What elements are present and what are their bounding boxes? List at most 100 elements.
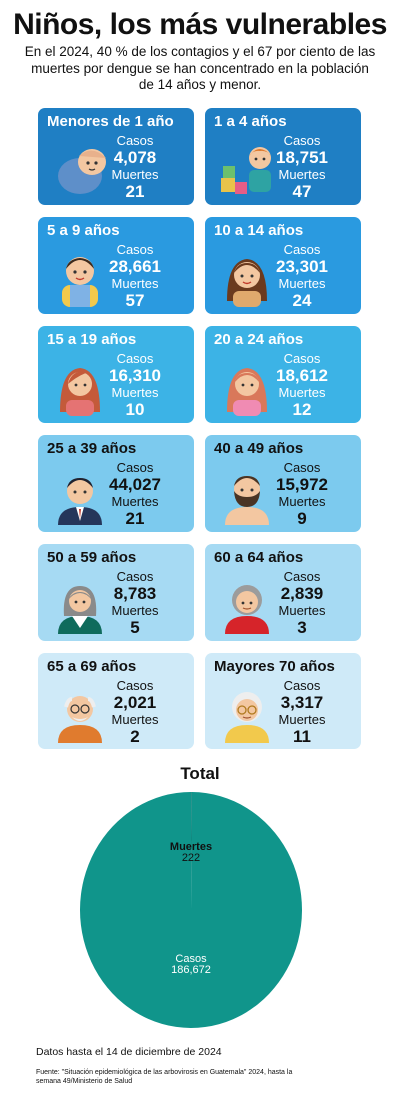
deaths-stat: Muertes 5 (98, 603, 172, 638)
deaths-label: Muertes (278, 167, 326, 182)
deaths-label: Muertes (111, 167, 159, 182)
deaths-value: 10 (125, 400, 145, 419)
age-group-label: 65 a 69 años (47, 658, 137, 675)
cases-label: Casos (283, 351, 321, 366)
deaths-label: Muertes (111, 276, 159, 291)
deaths-stat: Muertes 21 (98, 167, 172, 202)
age-group-label: 25 a 39 años (47, 440, 137, 457)
cases-stat: Casos 4,078 (98, 133, 172, 168)
age-group-card: 1 a 4 años Casos 18,751 Muertes 47 (205, 108, 361, 205)
deaths-value: 12 (292, 400, 312, 419)
girl-icon (227, 259, 267, 307)
cases-stat: Casos 23,301 (265, 242, 339, 277)
age-group-label: Mayores 70 años (214, 658, 335, 675)
age-group-card: Mayores 70 años Casos 3,317 Muertes 11 (205, 653, 361, 749)
cases-label: Casos (283, 133, 321, 148)
cases-stat: Casos 16,310 (98, 351, 172, 386)
cases-value: 4,078 (113, 148, 157, 167)
deaths-label: Muertes (111, 385, 159, 400)
woman-gray-hair-icon (58, 586, 102, 634)
age-group-card: 20 a 24 años Casos 18,612 Muertes 12 (205, 326, 361, 423)
cases-label: Casos (116, 133, 154, 148)
data-date-note: Datos hasta el 14 de diciembre de 2024 (36, 1046, 222, 1058)
deaths-stat: Muertes 2 (98, 712, 172, 747)
cases-value: 18,612 (276, 366, 328, 385)
age-group-card: Menores de 1 año Casos 4,078 Muertes 21 (38, 108, 194, 205)
toddler-icon (221, 147, 271, 194)
deaths-label: Muertes (111, 712, 159, 727)
cases-value: 18,751 (276, 148, 328, 167)
cases-label: Casos (116, 351, 154, 366)
deaths-value: 24 (292, 291, 312, 310)
cases-stat: Casos 18,612 (265, 351, 339, 386)
senior-woman-icon (225, 585, 269, 634)
age-group-card: 5 a 9 años Casos 28,661 Muertes 57 (38, 217, 194, 314)
baby-icon (58, 149, 106, 194)
age-group-label: Menores de 1 año (47, 113, 174, 130)
source-note: Fuente: "Situación epidemiológica de las… (36, 1069, 293, 1085)
pie-chart-title: Total (180, 764, 220, 783)
age-group-card: 15 a 19 años Casos 16,310 Muertes 10 (38, 326, 194, 423)
man-suit-icon (58, 478, 102, 525)
deaths-stat: Muertes 21 (98, 494, 172, 529)
deaths-value: 5 (130, 618, 140, 637)
cases-value: 8,783 (113, 584, 157, 603)
cases-stat: Casos 28,661 (98, 243, 172, 277)
cases-stat: Casos 2,839 (265, 570, 339, 604)
cases-value: 15,972 (276, 475, 328, 494)
bearded-man-icon (225, 476, 269, 525)
deaths-label: Muertes (278, 276, 326, 291)
elderly-woman-icon (225, 692, 269, 743)
cases-label: Casos (283, 242, 321, 257)
cases-label: Casos (116, 569, 154, 584)
deaths-stat: Muertes 47 (265, 167, 339, 202)
cases-value: 44,027 (109, 475, 161, 494)
deaths-label: Muertes (278, 385, 326, 400)
pie-value-muertes: 222 (182, 852, 200, 864)
age-group-label: 1 a 4 años (214, 113, 287, 130)
cases-stat: Casos 15,972 (265, 460, 339, 495)
age-group-label: 60 a 64 años (214, 549, 304, 566)
age-group-label: 50 a 59 años (47, 549, 137, 566)
boy-icon (62, 257, 98, 307)
teen-woman-icon (60, 368, 100, 416)
cases-label: Casos (116, 460, 154, 475)
cases-stat: Casos 18,751 (265, 133, 339, 168)
cases-stat: Casos 3,317 (265, 679, 339, 713)
pie-label-muertes: Muertes (170, 841, 212, 853)
senior-man-icon (58, 696, 102, 743)
deaths-label: Muertes (278, 603, 326, 618)
cases-label: Casos (283, 460, 321, 475)
pie-slice-casos (80, 792, 303, 1028)
cases-stat: Casos 8,783 (98, 569, 172, 604)
age-group-label: 40 a 49 años (214, 440, 304, 457)
deaths-label: Muertes (278, 494, 326, 509)
deaths-stat: Muertes 11 (265, 712, 339, 747)
deaths-stat: Muertes 57 (98, 276, 172, 311)
cases-value: 23,301 (276, 257, 328, 276)
age-group-card: 40 a 49 años Casos 15,972 Muertes 9 (205, 435, 361, 532)
deaths-stat: Muertes 9 (265, 494, 339, 529)
cases-label: Casos (116, 678, 154, 693)
age-group-card: 65 a 69 años Casos 2,021 Muertes 2 (38, 653, 194, 749)
deaths-stat: Muertes 24 (265, 276, 339, 311)
deaths-label: Muertes (278, 712, 326, 727)
age-group-card: 25 a 39 años Casos 44,027 Muertes 21 (38, 435, 194, 532)
deaths-value: 9 (297, 509, 307, 528)
deaths-value: 47 (292, 182, 312, 201)
age-group-label: 5 a 9 años (47, 222, 120, 239)
pie-value-casos: 186,672 (171, 964, 211, 976)
age-group-card: 10 a 14 años Casos 23,301 Muertes 24 (205, 217, 361, 314)
deaths-label: Muertes (111, 494, 159, 509)
deaths-stat: Muertes 3 (265, 603, 339, 638)
cases-value: 2,839 (280, 584, 324, 603)
deaths-value: 2 (130, 727, 140, 746)
deaths-label: Muertes (111, 603, 159, 618)
deaths-value: 21 (125, 182, 145, 201)
pie-slice-muertes (191, 792, 192, 910)
age-group-label: 10 a 14 años (214, 222, 304, 239)
page-title: Niños, los más vulnerables (13, 8, 387, 41)
page-subtitle: En el 2024, 40 % de los contagios y el 6… (24, 44, 376, 92)
cases-stat: Casos 2,021 (98, 678, 172, 713)
